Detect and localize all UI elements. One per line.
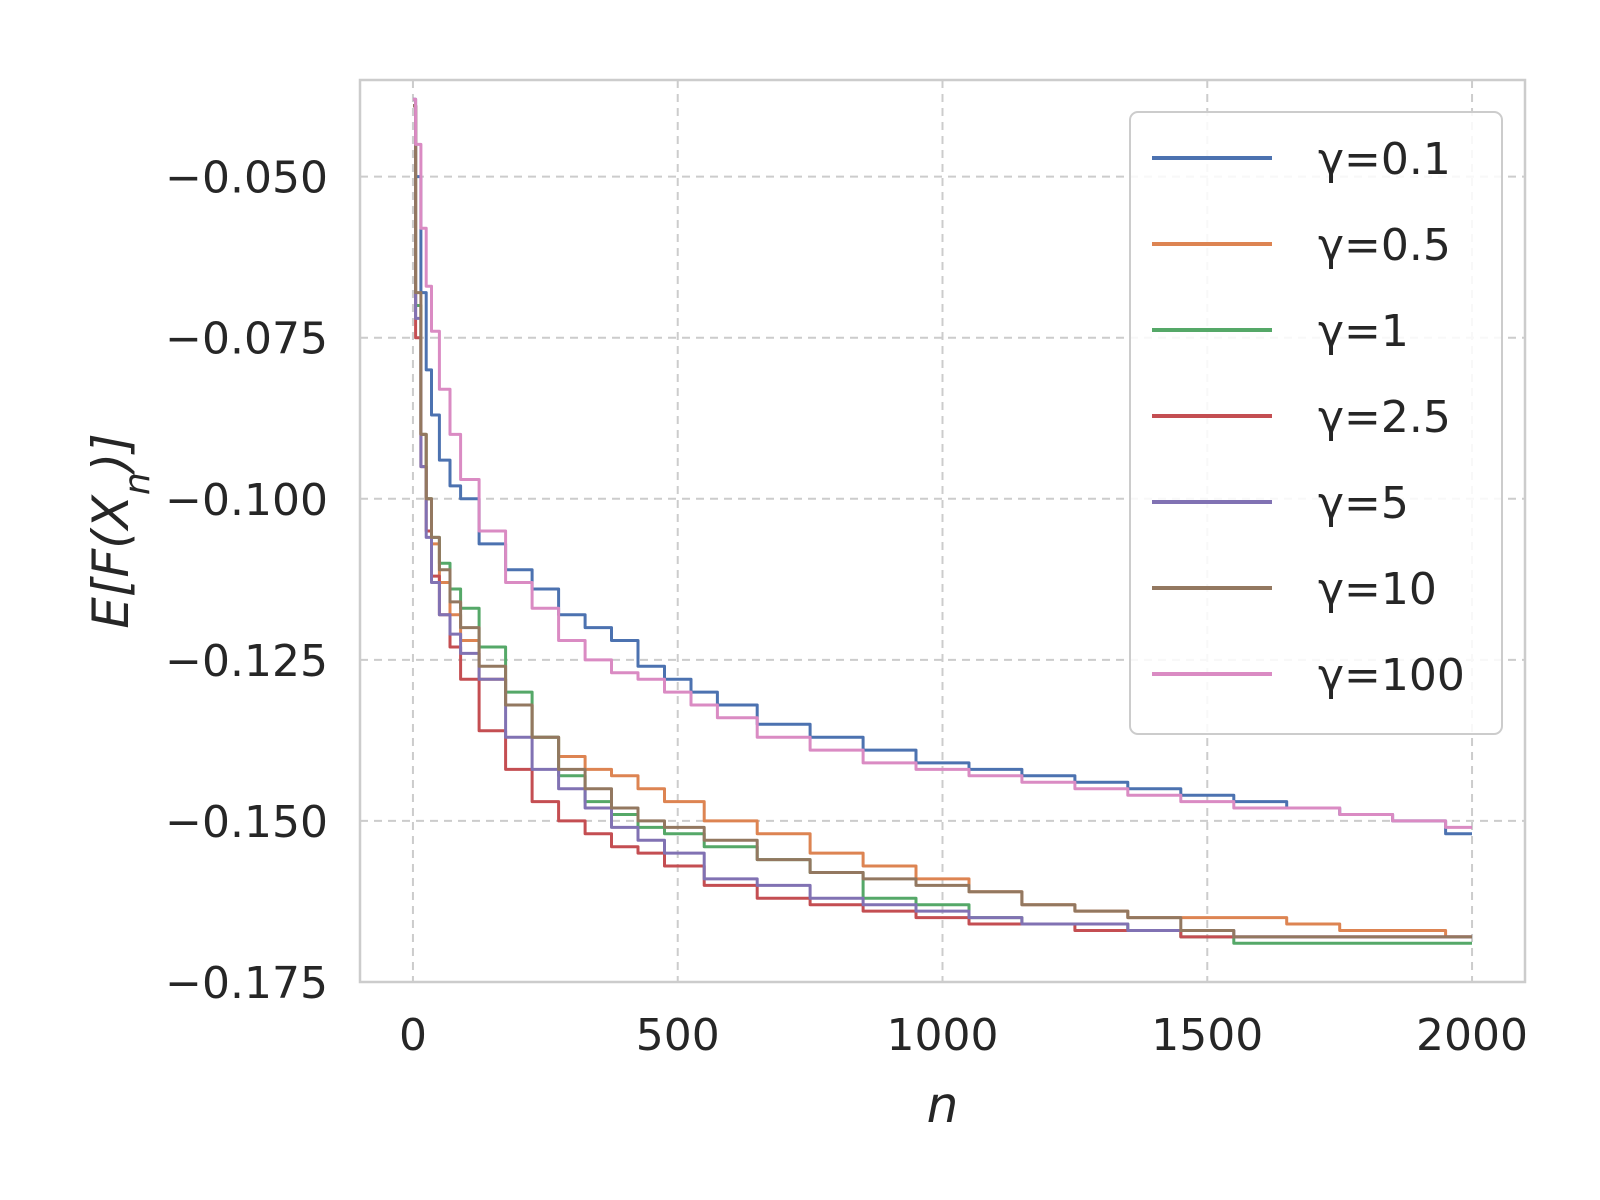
series-line-6: [413, 97, 1472, 829]
x-tick-label: 500: [636, 1010, 720, 1061]
y-tick-label: −0.175: [165, 958, 328, 1009]
y-tick-label: −0.150: [165, 797, 328, 848]
x-tick-label: 1500: [1151, 1010, 1263, 1061]
legend-label: γ=100: [1318, 650, 1465, 701]
series-lines: [413, 97, 1472, 945]
x-tick-label: 2000: [1416, 1010, 1528, 1061]
legend-label: γ=0.5: [1318, 220, 1451, 271]
y-tick-labels: −0.050 −0.075 −0.100 −0.125 −0.150 −0.175: [165, 153, 328, 1009]
series-line-0: [413, 97, 1472, 836]
series-line-5: [413, 104, 1472, 939]
y-tick-label: −0.125: [165, 636, 328, 687]
legend: γ=0.1 γ=0.5 γ=1 γ=2.5 γ=5 γ=10 γ=100: [1129, 111, 1503, 735]
legend-label: γ=10: [1318, 564, 1437, 615]
legend-box: [1129, 111, 1503, 735]
x-axis-title: n: [927, 1076, 959, 1134]
y-tick-label: −0.075: [165, 314, 328, 365]
legend-label: γ=5: [1318, 478, 1409, 529]
legend-label: γ=0.1: [1318, 134, 1451, 185]
x-tick-label: 0: [399, 1010, 427, 1061]
x-tick-labels: 0 500 1000 1500 2000: [399, 1010, 1528, 1061]
plot-frame: [358, 78, 1527, 984]
x-tick-label: 1000: [887, 1010, 999, 1061]
legend-label: γ=2.5: [1318, 392, 1451, 443]
series-line-4: [413, 104, 1472, 939]
y-axis-title: E[F(Xn)]: [82, 433, 158, 628]
y-tick-label: −0.050: [165, 153, 328, 204]
legend-label: γ=1: [1318, 306, 1409, 357]
y-tick-label: −0.100: [165, 475, 328, 526]
